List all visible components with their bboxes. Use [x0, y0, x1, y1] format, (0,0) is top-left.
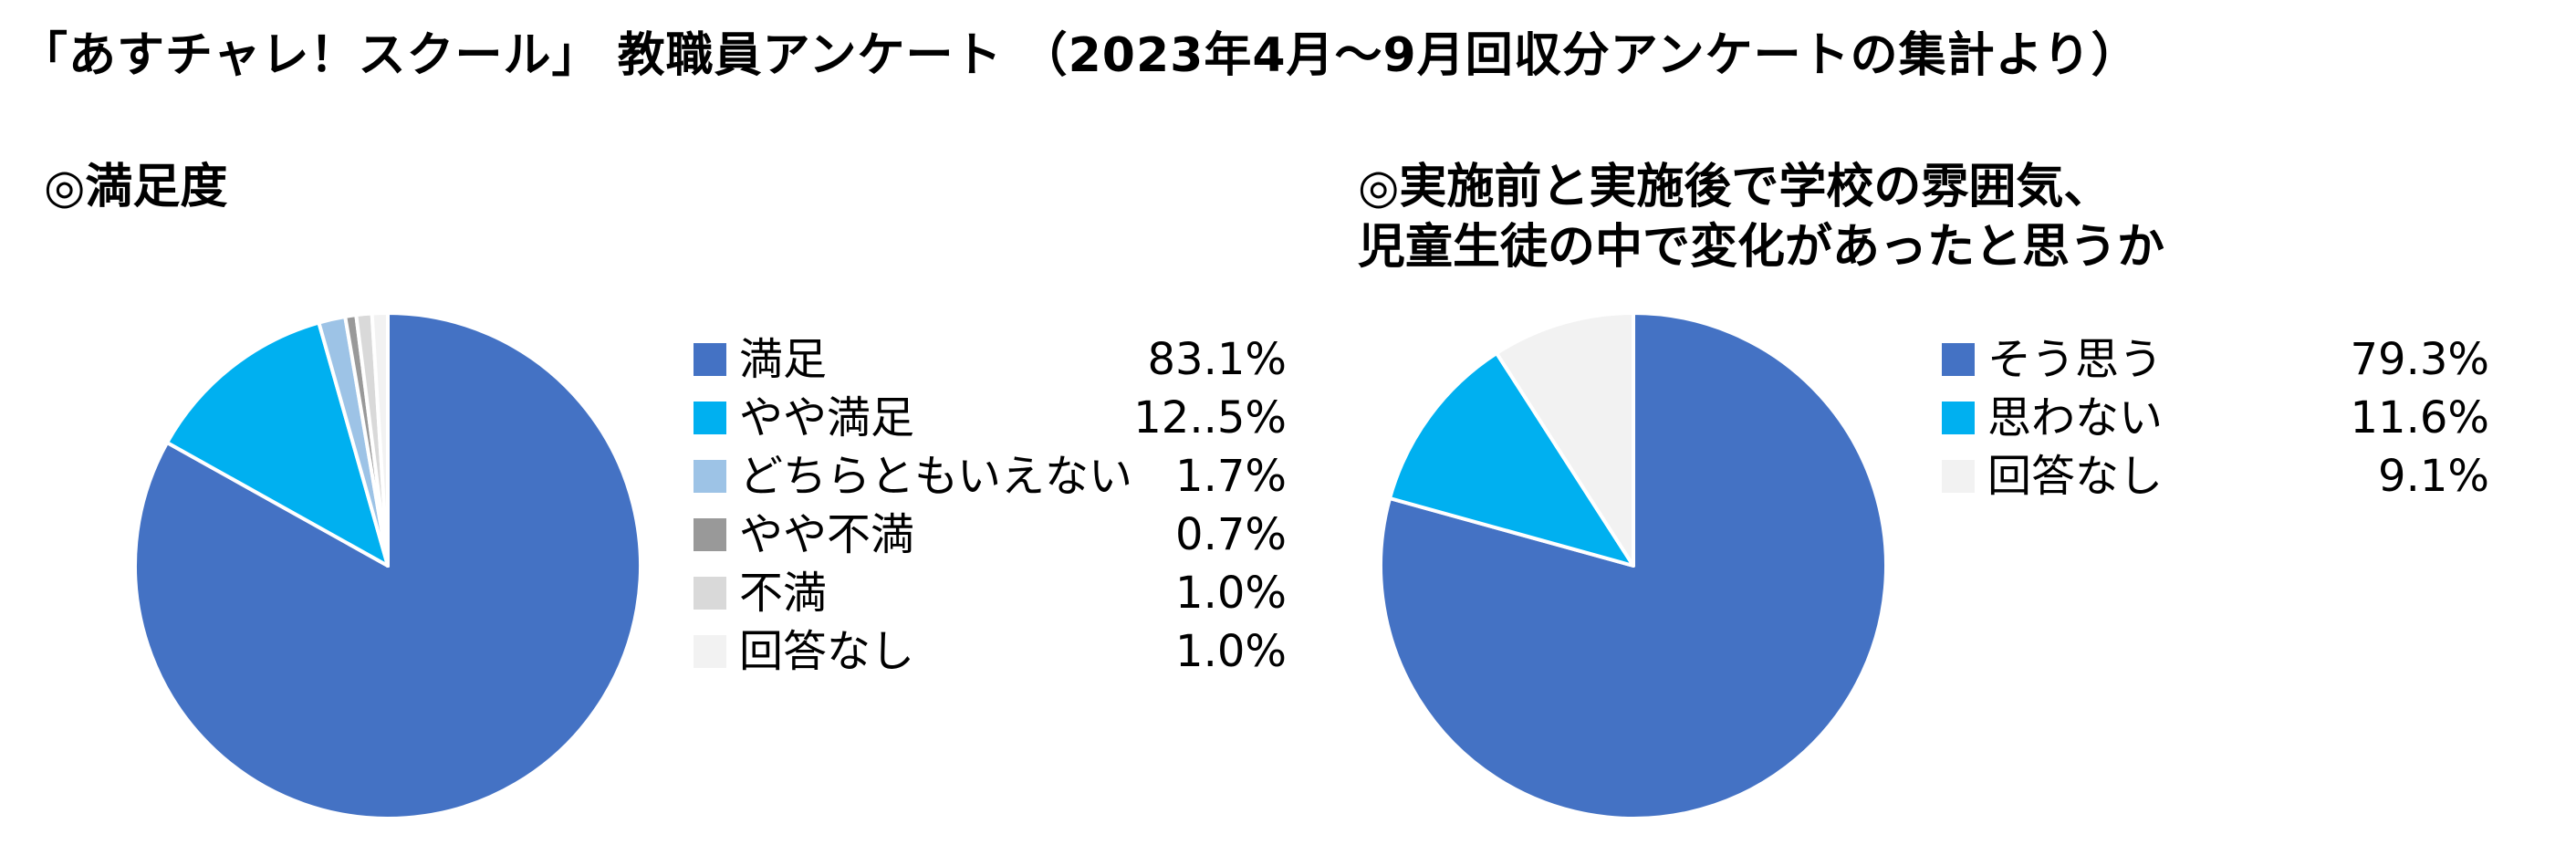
chart-title-atmosphere-change: ◎実施前と実施後で学校の雰囲気、 児童生徒の中で変化があったと思うか: [1358, 160, 2165, 275]
legend-item: そう思う 79.3%: [1942, 330, 2489, 389]
legend-item: 満足 83.1%: [694, 330, 1287, 389]
legend-swatch: [694, 343, 726, 376]
legend-item: 思わない 11.6%: [1942, 389, 2489, 447]
legend-item: 回答なし 9.1%: [1942, 447, 2489, 506]
legend-value: 79.3%: [2350, 334, 2489, 385]
chart-title-satisfaction: ◎満足度: [44, 160, 228, 214]
legend-label: 不満: [739, 568, 828, 619]
pie-slice-5: [370, 311, 390, 568]
legend-swatch: [694, 460, 726, 493]
legend-value: 0.7%: [1175, 509, 1287, 560]
atmosphere-change-pie-chart: [1379, 311, 1888, 820]
legend-label: 回答なし: [739, 626, 915, 677]
legend-label: そう思う: [1987, 334, 2164, 385]
pie-slice-2: [1495, 311, 1635, 568]
atmosphere-change-legend: そう思う 79.3% 思わない 11.6% 回答なし 9.1%: [1942, 330, 2489, 506]
legend-label: 回答なし: [1987, 451, 2164, 502]
legend-value: 9.1%: [2378, 451, 2489, 502]
legend-swatch: [694, 518, 726, 551]
legend-label: 思わない: [1987, 392, 2164, 443]
pie-slice-1: [1388, 351, 1635, 568]
legend-swatch: [694, 635, 726, 668]
legend-swatch: [694, 402, 726, 434]
legend-item: どちらともいえない 1.7%: [694, 447, 1287, 506]
legend-item: やや満足 12..5%: [694, 389, 1287, 447]
legend-value: 11.6%: [2350, 392, 2489, 443]
page-title: 「あすチャレ！スクール」 教職員アンケート （2023年4月～9月回収分アンケー…: [20, 28, 2140, 83]
legend-value: 1.0%: [1175, 568, 1287, 619]
legend-label: どちらともいえない: [739, 451, 1133, 502]
legend-swatch: [694, 577, 726, 610]
legend-swatch: [1942, 343, 1975, 376]
legend-label: やや満足: [739, 392, 915, 443]
legend-item: やや不満 0.7%: [694, 506, 1287, 564]
satisfaction-pie-chart: [133, 311, 642, 820]
legend-value: 83.1%: [1147, 334, 1287, 385]
legend-value: 1.7%: [1175, 451, 1287, 502]
legend-swatch: [1942, 460, 1975, 493]
legend-item: 不満 1.0%: [694, 564, 1287, 622]
legend-swatch: [1942, 402, 1975, 434]
satisfaction-legend: 満足 83.1% やや満足 12..5% どちらともいえない 1.7% やや不満 0.7% 不満…: [694, 330, 1287, 681]
pie-slice-1: [165, 320, 390, 568]
legend-label: 満足: [739, 334, 828, 385]
legend-item: 回答なし 1.0%: [694, 622, 1287, 681]
legend-label: やや不満: [739, 509, 915, 560]
legend-value: 1.0%: [1175, 626, 1287, 677]
legend-value: 12..5%: [1133, 392, 1287, 443]
